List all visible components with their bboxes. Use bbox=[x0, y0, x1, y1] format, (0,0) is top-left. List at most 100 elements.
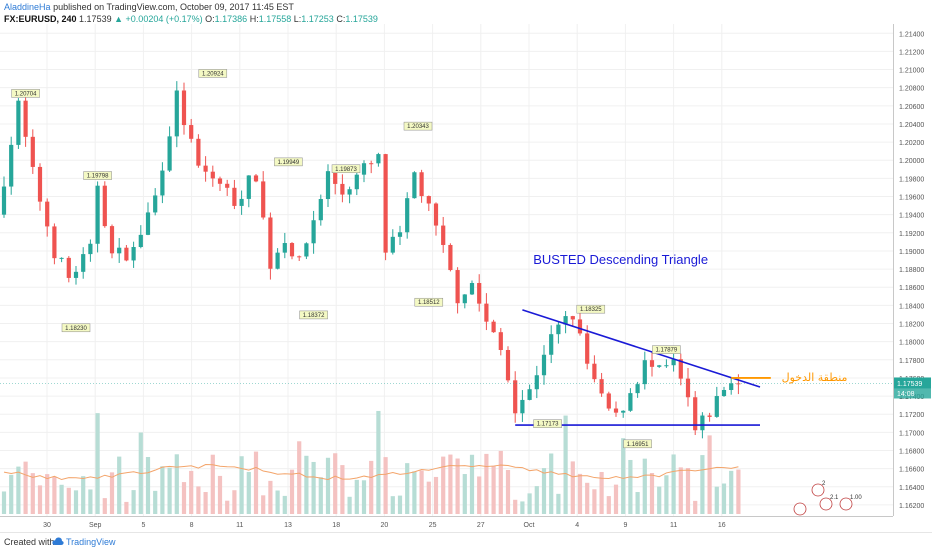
event-badge-count: 2 bbox=[822, 481, 826, 487]
candle-body bbox=[325, 171, 331, 200]
candle-body bbox=[412, 172, 417, 199]
time-axis[interactable]: 30 Sep 5 8 11 13 18 20 25 27 Oct 4 9 11 16 bbox=[0, 516, 893, 530]
volume-bar bbox=[181, 482, 187, 514]
candle-body bbox=[246, 175, 251, 199]
price-label-text: 1.18512 bbox=[418, 300, 440, 306]
price-label-text: 1.19798 bbox=[87, 174, 109, 180]
candle-body bbox=[88, 243, 93, 255]
price-label-box bbox=[576, 304, 606, 314]
volume-bar bbox=[131, 490, 136, 514]
volume-bar bbox=[541, 468, 547, 514]
volume-bar bbox=[354, 479, 359, 514]
candle-body bbox=[297, 256, 302, 258]
candle-body bbox=[174, 90, 179, 137]
volume-bar bbox=[549, 453, 554, 514]
price-tick-label: 1.18000 bbox=[899, 340, 924, 347]
price-label-box bbox=[61, 323, 91, 333]
volume-bar bbox=[433, 476, 439, 514]
countdown-text: 14:08 bbox=[897, 391, 915, 398]
volume-bar bbox=[117, 456, 122, 514]
candle-body bbox=[729, 383, 734, 390]
candle-body bbox=[736, 383, 741, 385]
candle-body bbox=[707, 415, 712, 417]
volume-bar bbox=[534, 486, 539, 514]
event-badge-count: 2.1 bbox=[830, 495, 839, 501]
candle-body bbox=[275, 252, 280, 269]
price-axis[interactable]: 1.21400 1.21200 1.21000 1.20800 1.20600 1.204… bbox=[893, 24, 932, 516]
volume-bar bbox=[369, 460, 374, 514]
candle-body bbox=[160, 170, 165, 196]
price-tick-label: 1.18800 bbox=[899, 267, 924, 274]
price-label-box bbox=[299, 310, 328, 320]
candle-body bbox=[433, 203, 439, 226]
author-link[interactable]: AladdineHa bbox=[4, 2, 51, 12]
candle-body bbox=[340, 183, 345, 195]
time-tick-label: 4 bbox=[575, 522, 579, 529]
candle-body bbox=[678, 359, 683, 379]
volume-bar bbox=[81, 476, 86, 514]
volume-bar bbox=[376, 410, 381, 514]
price-tick-label: 1.21000 bbox=[899, 68, 924, 75]
candle-body bbox=[45, 201, 50, 227]
plot-area bbox=[0, 24, 893, 516]
open-label: O: bbox=[205, 14, 215, 24]
volume-bar bbox=[685, 468, 691, 514]
volume-bar bbox=[225, 500, 230, 514]
candle-body bbox=[376, 154, 381, 164]
candle-body bbox=[333, 171, 338, 184]
candle-body bbox=[354, 174, 359, 190]
candle-body bbox=[606, 393, 611, 409]
candle-body bbox=[282, 243, 287, 253]
candle-body bbox=[455, 270, 460, 304]
publish-text: published on TradingView.com, October 09… bbox=[53, 2, 294, 12]
volume-bar bbox=[657, 486, 662, 514]
volume-bar bbox=[606, 496, 611, 514]
volume-bar bbox=[426, 481, 431, 514]
candle-body bbox=[592, 363, 597, 380]
volume-bar bbox=[383, 457, 388, 514]
candle-body bbox=[225, 183, 230, 188]
volume-bar bbox=[693, 500, 698, 514]
pattern-title: BUSTED Descending Triangle bbox=[533, 252, 708, 267]
candle-body bbox=[628, 393, 633, 411]
price-tick-label: 1.19400 bbox=[899, 213, 924, 220]
close-value: 1.17539 bbox=[345, 14, 378, 24]
tradingview-logo-text[interactable]: TradingView bbox=[66, 537, 116, 547]
price-tick-label: 1.19600 bbox=[899, 195, 924, 202]
time-tick-label: 27 bbox=[477, 522, 485, 529]
candle-body bbox=[541, 354, 547, 376]
price-tick-label: 1.21400 bbox=[899, 31, 924, 38]
volume-bar bbox=[599, 471, 604, 514]
candle-body bbox=[369, 163, 374, 165]
volume-bar bbox=[347, 496, 352, 514]
candle-body bbox=[16, 100, 21, 145]
candle-body bbox=[189, 125, 194, 139]
volume-bar bbox=[469, 454, 475, 514]
candle-body bbox=[304, 243, 309, 257]
price-chart[interactable]: منطقة الدخول BUSTED Descending Triangle 1.… bbox=[0, 24, 932, 532]
volume-bar bbox=[441, 456, 446, 514]
volume-bar bbox=[124, 501, 129, 514]
price-label-box bbox=[198, 69, 228, 78]
volume-bar bbox=[203, 492, 208, 514]
candle-body bbox=[232, 187, 237, 206]
candle-body bbox=[81, 254, 86, 272]
candles bbox=[1, 81, 741, 439]
candle-body bbox=[448, 244, 453, 271]
volume-bar bbox=[664, 475, 669, 514]
candle-body bbox=[570, 316, 575, 320]
low-label: L: bbox=[293, 14, 302, 24]
candle-body bbox=[95, 185, 100, 244]
candle-body bbox=[73, 271, 79, 278]
resistance-trendline bbox=[522, 309, 761, 388]
price-label-box bbox=[414, 297, 444, 307]
candle-body bbox=[383, 154, 388, 253]
candle-body bbox=[217, 178, 223, 184]
current-price-text: 1.17539 bbox=[897, 381, 922, 388]
candle-body bbox=[361, 163, 367, 175]
volume-moving-average bbox=[3, 464, 739, 481]
candle-body bbox=[671, 359, 676, 366]
volume-bar bbox=[448, 454, 453, 514]
time-tick-label: 18 bbox=[332, 522, 340, 529]
volume-bar bbox=[484, 453, 489, 514]
